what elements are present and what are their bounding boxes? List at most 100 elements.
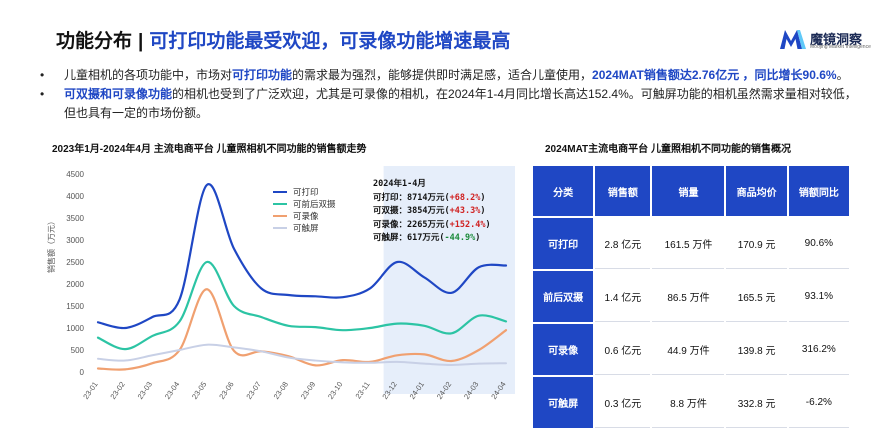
- table-cell: 90.6%: [788, 218, 849, 269]
- table-cell: 86.5 万件: [652, 271, 725, 322]
- bullet-dot: •: [40, 68, 45, 82]
- y-tick-label: 3500: [66, 214, 84, 223]
- table-row-label: 可触屏: [533, 377, 594, 428]
- x-tick-label: 23-01: [81, 380, 99, 400]
- chart-legend: 可打印 可前后双摄 可录像 可触屏: [273, 186, 336, 234]
- period-annotation: 2024年1-4月 可打印：8714万元(+68.2%) 可双摄：3854万元(…: [373, 178, 491, 246]
- annotation-row: 可录像：2265万元(+152.4%): [373, 219, 491, 230]
- title-main: 功能分布: [56, 31, 133, 52]
- table-row-label: 可录像: [533, 324, 594, 375]
- table-cell: 8.8 万件: [652, 377, 725, 428]
- x-tick-label: 23-02: [108, 380, 126, 400]
- table-cell: 2.8 亿元: [595, 218, 651, 269]
- annotation-label: 可双摄：: [373, 206, 408, 216]
- line-chart-title: 2023年1月-2024年4月 主流电商平台 儿童照相机不同功能的销售额走势: [52, 144, 367, 155]
- y-tick-label: 0: [80, 368, 85, 377]
- table-header-cell: 销量: [652, 166, 725, 216]
- table-cell: 1.4 亿元: [595, 271, 651, 322]
- bullet-2: • 可双摄和可录像功能的相机也受到了广泛欢迎，尤其是可录像的相机，在2024年1…: [32, 85, 862, 123]
- x-tick-label: 23-09: [299, 380, 317, 400]
- table-header-row: 分类 销售额 销量 商品均价 销额同比: [533, 166, 849, 216]
- table-cell: 93.1%: [788, 271, 849, 322]
- series-line-1: [96, 183, 508, 330]
- bullet-dot: •: [40, 87, 45, 101]
- annotation-change: +152.4%: [449, 219, 486, 230]
- annotation-label: 可触屏：: [373, 233, 408, 243]
- legend-label: 可触屏: [293, 223, 319, 233]
- y-tick-label: 3000: [66, 236, 84, 245]
- bullet-1: • 儿童相机的各项功能中，市场对可打印功能的需求最为强烈，能够提供即时满足感，适…: [32, 66, 862, 85]
- table-cell: 161.5 万件: [652, 218, 725, 269]
- title-accent: 可打印功能最受欢迎，可录像功能增速最高: [149, 31, 511, 52]
- annotation-row: 可打印：8714万元(+68.2%): [373, 192, 486, 203]
- table-row-label: 可打印: [533, 218, 594, 269]
- annotation-value: 3854万元: [407, 206, 445, 216]
- table-cell: 165.5 元: [726, 271, 787, 322]
- table-row: 可录像 0.6 亿元 44.9 万件 139.8 元 316.2%: [533, 324, 849, 375]
- table-row: 可触屏 0.3 亿元 8.8 万件 332.8 元 -6.2%: [533, 377, 849, 428]
- y-tick-label: 1500: [66, 302, 84, 311]
- brand-m-icon: [780, 30, 806, 49]
- table-row: 前后双摄 1.4 亿元 86.5 万件 165.5 元 93.1%: [533, 271, 849, 322]
- legend-item: 可录像: [273, 210, 336, 222]
- y-tick-label: 2000: [66, 280, 84, 289]
- annotation-label: 可录像：: [373, 219, 408, 230]
- annotation-period: 2024年1-4月: [373, 179, 426, 189]
- table-row-label: 前后双摄: [533, 271, 594, 322]
- table-cell: -6.2%: [788, 377, 849, 428]
- annotation-row: 可触屏：617万元(-44.9%): [373, 233, 481, 243]
- brand-logo: 魔镜洞察 Moojing Market Intelligence: [778, 28, 878, 52]
- sales-trend-chart: 0 500 1000 1500 2000 2500 3000 3500 4000 4500 销售额（…: [46, 166, 515, 400]
- table-cell: 332.8 元: [726, 377, 787, 428]
- legend-swatch: [273, 191, 287, 193]
- series-line-2: [96, 260, 508, 351]
- x-tick-label: 23-10: [326, 380, 344, 400]
- bullet-text: 的需求最为强烈，能够提供即时满足感，适合儿童使用，: [292, 68, 593, 82]
- y-tick-label: 2500: [66, 258, 84, 267]
- annotation-change: +68.2%: [449, 192, 481, 203]
- legend-swatch: [273, 215, 287, 217]
- highlight-band: [383, 166, 515, 394]
- table-header-cell: 商品均价: [726, 166, 787, 216]
- table-cell: 44.9 万件: [652, 324, 725, 375]
- summary-bullets: • 儿童相机的各项功能中，市场对可打印功能的需求最为强烈，能够提供即时满足感，适…: [32, 66, 862, 123]
- bullet-text: 的相机也受到了广泛欢迎，尤其是可录像的相机，在2024年1-4月同比增长高达15…: [64, 87, 857, 120]
- annotation-change: -44.9%: [444, 233, 476, 243]
- y-axis-label: 销售额（万元）: [46, 217, 56, 273]
- x-tick-label: 23-05: [190, 380, 208, 400]
- series-line-3: [96, 288, 508, 371]
- legend-item: 可前后双摄: [273, 198, 336, 210]
- table-title: 2024MAT主流电商平台 儿童照相机不同功能的销售概况: [545, 144, 791, 155]
- x-tick-label: 23-07: [244, 380, 262, 400]
- x-tick-label: 23-04: [163, 380, 181, 400]
- table-header-cell: 分类: [533, 166, 594, 216]
- brand-name: 魔镜洞察: [810, 32, 863, 47]
- table-cell: 170.9 元: [726, 218, 787, 269]
- sales-summary-table: 分类 销售额 销量 商品均价 销额同比 可打印 2.8 亿元 161.5 万件 …: [531, 164, 851, 430]
- y-tick-label: 4000: [66, 192, 84, 201]
- table-cell: 139.8 元: [726, 324, 787, 375]
- x-tick-label: 23-11: [354, 380, 372, 400]
- bullet-text: 儿童相机的各项功能中，市场对: [64, 68, 233, 82]
- bullet-highlight: 2024MAT销售额达2.76亿元 ，同比增长90.6%: [592, 68, 837, 82]
- table-header-cell: 销额同比: [788, 166, 849, 216]
- y-tick-label: 4500: [66, 170, 84, 179]
- x-tick-label: 23-06: [217, 380, 235, 400]
- bullet-highlight: 可打印功能: [232, 68, 293, 82]
- x-tick-label: 23-08: [272, 380, 290, 400]
- legend-label: 可打印: [293, 187, 319, 197]
- page-title: 功能分布 | 可打印功能最受欢迎，可录像功能增速最高: [56, 26, 510, 53]
- legend-label: 可前后双摄: [293, 199, 336, 209]
- table-cell: 0.6 亿元: [595, 324, 651, 375]
- y-tick-label: 500: [71, 346, 85, 355]
- legend-swatch: [273, 203, 287, 205]
- annotation-label: 可打印：: [373, 192, 408, 203]
- y-tick-label: 1000: [66, 324, 84, 333]
- series-line-4: [97, 343, 507, 366]
- table-cell: 316.2%: [788, 324, 849, 375]
- annotation-value: 8714万元: [407, 192, 445, 203]
- legend-swatch: [273, 227, 287, 229]
- bullet-highlight: 可双摄和可录像功能: [64, 87, 173, 101]
- annotation-change: +43.3%: [449, 206, 481, 216]
- annotation-value: 617万元: [407, 233, 440, 243]
